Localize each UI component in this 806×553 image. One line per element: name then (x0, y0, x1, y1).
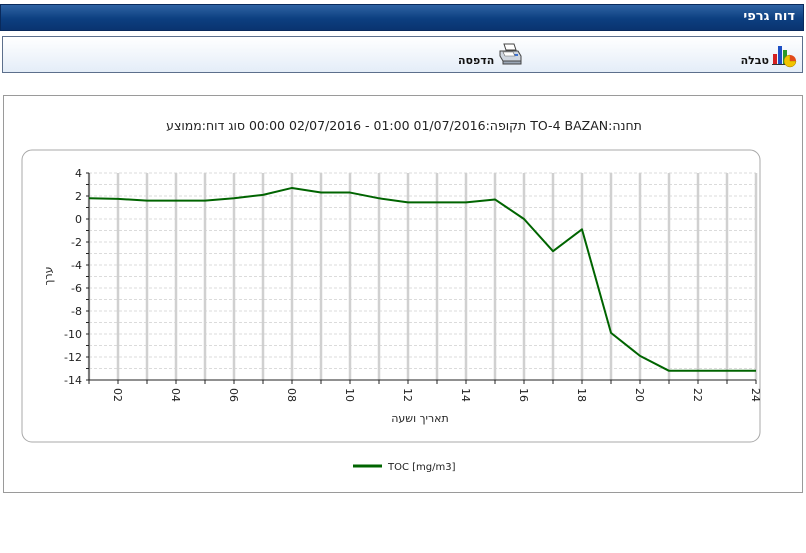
toolbar: טבלה הדפסה (2, 36, 803, 73)
y-tick-label: 4 (75, 167, 82, 180)
chart-area-frame (21, 149, 761, 443)
print-button[interactable]: הדפסה (453, 40, 525, 70)
x-tick-label: 24 (749, 388, 762, 402)
x-tick-label: 10 (343, 388, 356, 402)
x-tick-label: 20 (633, 388, 646, 402)
x-tick-label: 22 (691, 388, 704, 402)
y-tick-label: -8 (71, 305, 82, 318)
series-line-toc (88, 186, 756, 372)
x-tick-label: 18 (575, 388, 588, 402)
x-tick-label: 14 (459, 388, 472, 402)
y-tick-label: -4 (71, 259, 82, 272)
y-tick-label: -12 (64, 351, 82, 364)
bar-chart-table-icon (772, 46, 797, 68)
legend-entry-toc: TOC [mg/m3] (387, 462, 456, 473)
y-tick-label: -6 (71, 282, 82, 295)
x-tick-label: 16 (517, 388, 530, 402)
table-view-button[interactable]: טבלה (737, 40, 799, 70)
legend: TOC [mg/m3] (353, 462, 456, 473)
x-tick-label: 08 (285, 388, 298, 402)
x-tick-label: 04 (169, 388, 182, 402)
printer-icon (499, 43, 522, 65)
report-panel: תקופה:01/07/2016 01:00 - 02/07/2016 00:0… (3, 95, 803, 493)
y-axis-label: ערך (42, 266, 55, 285)
y-tick-label: -2 (71, 236, 82, 249)
table-button-label: טבלה (740, 54, 769, 67)
x-axis-label: תאריך ושעה (391, 412, 449, 425)
print-button-label: הדפסה (458, 54, 495, 67)
y-tick-label: 0 (75, 213, 82, 226)
series-layer (88, 186, 756, 372)
title-bar: דוח גרפי (0, 4, 804, 31)
chart: תקופה:01/07/2016 01:00 - 02/07/2016 00:0… (21, 118, 762, 473)
chart-title: תקופה:01/07/2016 01:00 - 02/07/2016 00:0… (166, 118, 642, 133)
x-tick-label: 02 (111, 388, 124, 402)
page-title: דוח גרפי (743, 9, 795, 24)
y-tick-label: -14 (64, 374, 82, 387)
x-tick-label: 06 (227, 388, 240, 402)
y-tick-label: 2 (75, 190, 82, 203)
x-tick-label: 12 (401, 388, 414, 402)
y-tick-label: -10 (64, 328, 82, 341)
